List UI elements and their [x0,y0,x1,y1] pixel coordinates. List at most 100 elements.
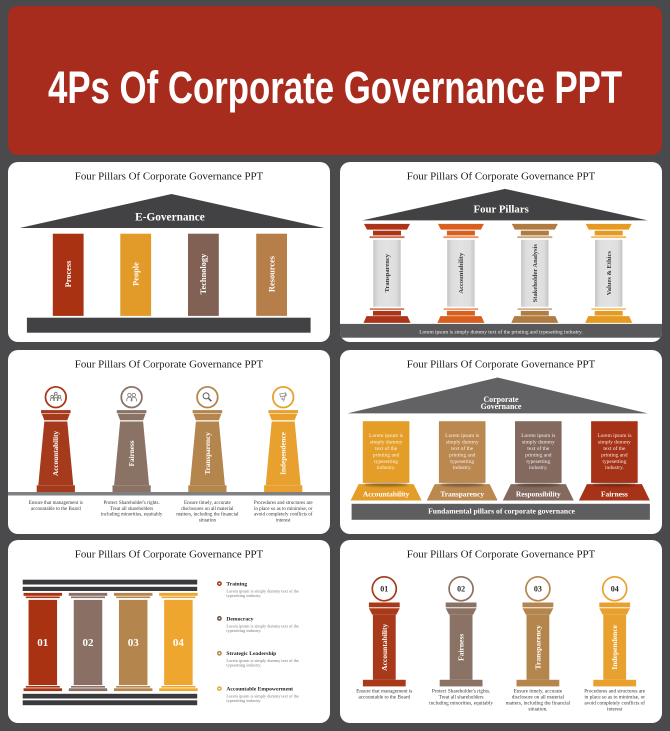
svg-text:Treat all shareholders: Treat all shareholders [110,507,153,512]
svg-text:accountable to the Board: accountable to the Board [358,694,410,700]
svg-text:Lorem ipsum is: Lorem ipsum is [521,433,555,439]
svg-text:including minorities, equitabl: including minorities, equitably [429,700,493,706]
svg-text:Transparency: Transparency [440,489,484,498]
svg-text:interest: interest [607,706,623,712]
svg-text:Four Pillars: Four Pillars [474,203,529,215]
svg-text:Technology: Technology [199,253,208,294]
svg-text:Protect Shareholder's rights.: Protect Shareholder's rights. [103,501,159,506]
svg-text:Fairness: Fairness [128,440,136,466]
svg-text:simply dummy: simply dummy [598,440,631,446]
svg-text:Accountability: Accountability [380,624,389,671]
svg-text:Four Pillars Of Corporate Gove: Four Pillars Of Corporate Governance PPT [407,171,596,183]
svg-text:accountable to the Board: accountable to the Board [31,507,81,512]
svg-text:printing and: printing and [525,452,552,458]
svg-text:03: 03 [534,585,542,594]
svg-text:printing and: printing and [601,452,628,458]
svg-text:01: 01 [37,637,48,649]
svg-text:typesetting: typesetting [450,459,474,465]
svg-text:Democracy: Democracy [226,616,253,622]
svg-text:situation: situation [199,518,217,523]
svg-text:industry.: industry. [529,465,548,471]
svg-text:Ensure that management is: Ensure that management is [29,501,83,506]
svg-text:Fairness: Fairness [601,489,628,498]
svg-text:avoid completely conflicts of: avoid completely conflicts of [584,699,645,706]
svg-text:text of the: text of the [603,445,626,452]
svg-text:Lorem ipsum is: Lorem ipsum is [597,433,631,439]
svg-text:simply dummy: simply dummy [370,440,403,446]
svg-text:Strategic Leadership: Strategic Leadership [226,651,276,657]
svg-text:Protect Shareholder's rights.: Protect Shareholder's rights. [432,688,490,694]
svg-text:02: 02 [457,585,465,594]
svg-text:Four Pillars Of Corporate Gove: Four Pillars Of Corporate Governance PPT [75,549,264,561]
svg-text:Resources: Resources [267,255,276,292]
svg-text:Stakeholder Analysis: Stakeholder Analysis [532,244,539,303]
svg-text:Transparency: Transparency [533,625,542,670]
svg-text:Four Pillars Of Corporate Gove: Four Pillars Of Corporate Governance PPT [75,359,264,371]
svg-text:text of the: text of the [527,445,550,452]
svg-text:Accountability: Accountability [363,489,410,498]
svg-text:printing and: printing and [373,452,400,458]
svg-text:Transparency: Transparency [204,432,212,475]
svg-text:E-Governance: E-Governance [135,212,205,224]
svg-text:printing and: printing and [449,452,476,458]
svg-text:04: 04 [611,585,619,594]
svg-text:04: 04 [173,637,185,649]
svg-text:Four Pillars Of Corporate Gove: Four Pillars Of Corporate Governance PPT [407,549,596,561]
svg-text:Lorem ipsum is simply dummy te: Lorem ipsum is simply dummy text of the [226,658,299,663]
svg-text:Four Pillars Of Corporate Gove: Four Pillars Of Corporate Governance PPT [407,359,596,371]
svg-text:situation.: situation. [528,706,547,712]
svg-text:Values & Ethics: Values & Ethics [606,251,613,296]
svg-text:Lorem ipsum is: Lorem ipsum is [369,433,403,439]
svg-text:Lorem ipsum is simply dummy te: Lorem ipsum is simply dummy text of the … [419,328,582,335]
svg-text:Accountability: Accountability [458,252,465,294]
svg-text:in place so as to minimise, or: in place so as to minimise, or [584,694,645,700]
svg-text:typesetting industry.: typesetting industry. [226,593,261,598]
svg-text:typesetting industry.: typesetting industry. [226,628,261,633]
svg-text:text of the: text of the [375,445,398,452]
svg-text:Lorem ipsum is: Lorem ipsum is [445,433,479,439]
svg-text:Fundamental pillars of corpora: Fundamental pillars of corporate governa… [428,506,575,515]
svg-text:typesetting industry.: typesetting industry. [226,663,261,668]
svg-text:Corporate: Corporate [483,395,519,404]
svg-text:Process: Process [64,260,73,288]
svg-text:typesetting industry.: typesetting industry. [226,698,261,703]
svg-text:Procedures and structures are: Procedures and structures are [254,501,314,506]
svg-text:Transparency: Transparency [384,253,391,292]
svg-text:01: 01 [380,585,388,594]
svg-text:Accountability: Accountability [52,430,60,476]
svg-text:Governance: Governance [481,402,522,411]
svg-text:disclosure on all material: disclosure on all material [512,694,565,700]
svg-text:simply dummy: simply dummy [522,440,555,446]
svg-text:industry.: industry. [377,465,396,471]
svg-text:typesetting: typesetting [526,459,550,465]
svg-text:interest: interest [276,518,291,523]
svg-text:in place so as to minimise, or: in place so as to minimise, or [254,507,313,512]
svg-text:Independence: Independence [610,624,619,669]
svg-text:Accountable Empowerment: Accountable Empowerment [226,687,293,693]
svg-text:disclosures on all material: disclosures on all material [181,507,234,512]
svg-text:avoid completely conflicts of: avoid completely conflicts of [254,513,313,518]
svg-text:typesetting: typesetting [374,459,398,465]
svg-text:matters, including the financi: matters, including the financial [506,699,571,706]
svg-text:Ensure timely, accurate: Ensure timely, accurate [184,501,232,506]
svg-text:Fairness: Fairness [457,634,466,661]
svg-text:Lorem ipsum is simply dummy te: Lorem ipsum is simply dummy text of the [226,623,299,628]
svg-text:simply dummy: simply dummy [446,440,479,446]
svg-text:Responsibility: Responsibility [516,489,561,498]
svg-text:Ensure timely, accurate: Ensure timely, accurate [514,688,563,694]
svg-text:including minorities, equitabl: including minorities, equitably [101,513,163,518]
svg-text:Ensure that management is: Ensure that management is [356,688,412,694]
svg-text:Lorem ipsum is simply dummy te: Lorem ipsum is simply dummy text of the [226,589,299,594]
svg-text:02: 02 [83,637,95,649]
svg-text:People: People [131,262,140,286]
svg-text:Training: Training [226,582,247,588]
svg-text:Treat all shareholders: Treat all shareholders [439,694,484,700]
svg-text:03: 03 [128,637,140,649]
svg-text:Lorem ipsum is simply dummy te: Lorem ipsum is simply dummy text of the [226,694,299,699]
svg-text:matters, including the financi: matters, including the financial [176,513,239,518]
svg-text:text of the: text of the [451,445,474,452]
svg-text:industry.: industry. [605,465,624,471]
svg-text:Independence: Independence [280,432,288,475]
svg-text:Procedures and structures are: Procedures and structures are [584,688,646,694]
svg-text:Four Pillars Of Corporate Gove: Four Pillars Of Corporate Governance PPT [75,171,264,183]
